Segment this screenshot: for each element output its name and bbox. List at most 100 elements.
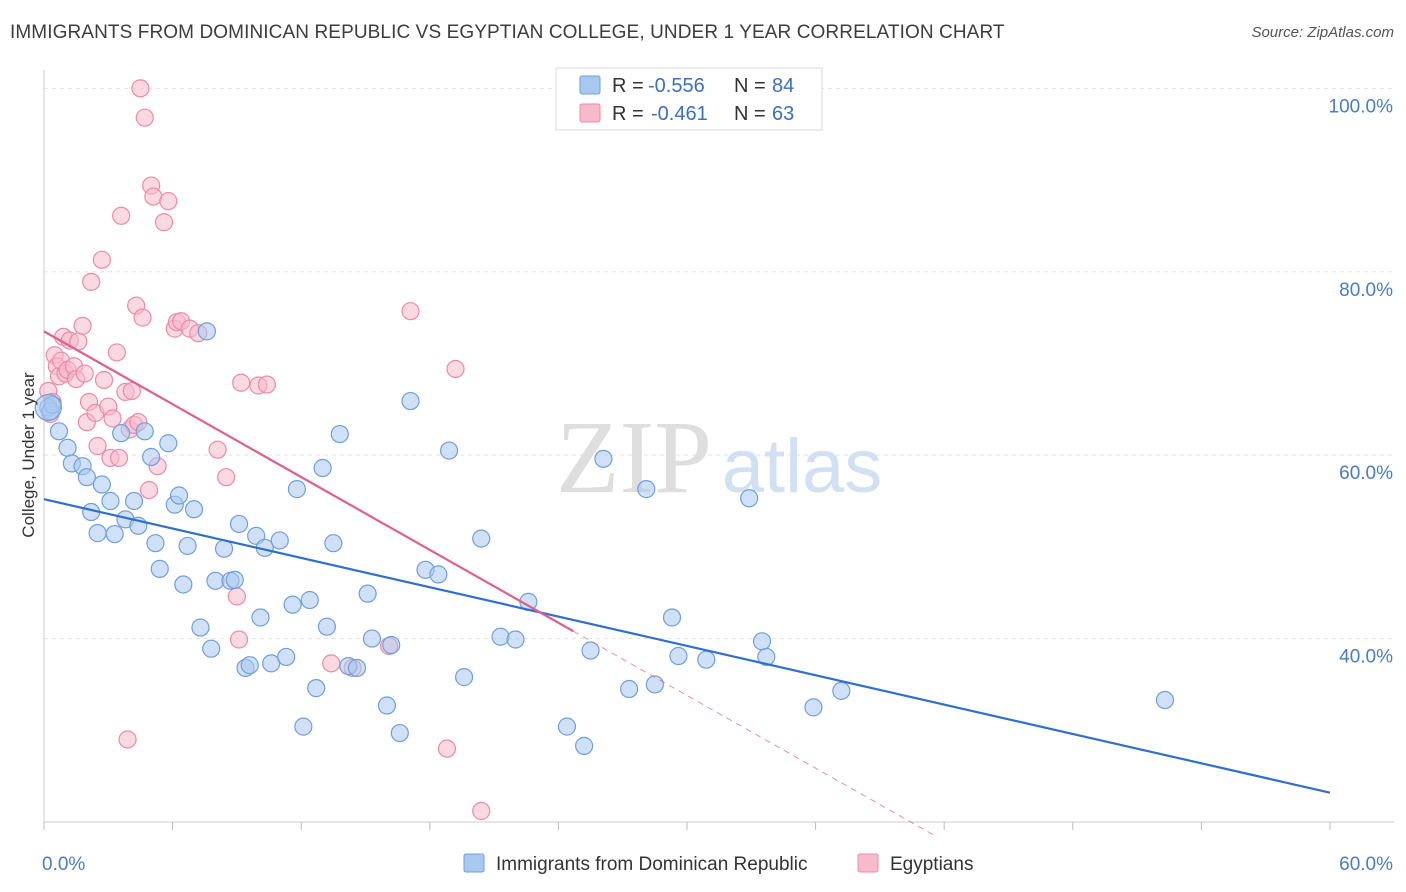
- legend-n-label-1: N =: [734, 75, 766, 97]
- dominican-point: [58, 438, 77, 457]
- dominican-point: [270, 531, 289, 550]
- dominican-point: [506, 630, 525, 649]
- bottom-legend-swatch-blue: [463, 853, 485, 873]
- dominican-point: [752, 632, 772, 651]
- dominican-point: [1155, 690, 1175, 710]
- egyptians-point: [135, 108, 154, 127]
- dominican-point: [159, 434, 178, 453]
- egyptians-point: [144, 187, 163, 206]
- egyptians-point: [73, 316, 92, 335]
- egyptians-trend-line: [43, 330, 574, 633]
- legend-n-label-2: N =: [734, 103, 766, 125]
- egyptians-point: [229, 630, 249, 649]
- dominican-point: [214, 539, 234, 558]
- trend-lines: [43, 330, 1331, 836]
- egyptians-point: [232, 373, 251, 392]
- dominican-point: [620, 679, 639, 699]
- dominican-point: [142, 447, 161, 467]
- dominican-point: [191, 618, 210, 637]
- dominican-point: [401, 391, 420, 411]
- dominican-point: [740, 489, 759, 508]
- egyptians-point: [109, 448, 129, 468]
- dominican-point: [229, 514, 249, 534]
- dominican-point: [662, 608, 682, 627]
- dominican-point: [277, 647, 296, 667]
- egyptians-point: [122, 381, 141, 401]
- dominican-point: [287, 480, 307, 499]
- bottom-legend: Immigrants from Dominican Republic Egypt…: [463, 853, 973, 875]
- dominican-trend-line: [43, 498, 1331, 794]
- y-tick-labels: 40.0% 60.0% 80.0% 100.0%: [1329, 96, 1394, 667]
- egyptians-point: [401, 302, 420, 321]
- egyptians-point: [75, 364, 94, 383]
- grid-lines: [44, 87, 1394, 640]
- dominican-point: [358, 584, 377, 603]
- egyptians-point: [112, 206, 131, 225]
- dominican-point: [88, 524, 107, 543]
- egyptians-point: [446, 359, 465, 379]
- dominican-point: [454, 668, 474, 687]
- egyptians-point: [94, 370, 114, 390]
- dominican-point: [382, 635, 401, 655]
- dominican-point: [804, 698, 823, 717]
- dominican-point: [362, 629, 382, 648]
- legend-swatch-pink: [579, 103, 601, 123]
- legend: R = -0.556 N = 84 R = -0.461 N = 63: [555, 67, 823, 131]
- dominican-point: [240, 656, 259, 675]
- bottom-legend-label-egyptians: Egyptians: [890, 854, 973, 875]
- legend-n-value-1: 84: [772, 75, 794, 97]
- egyptians-point: [154, 213, 174, 232]
- egyptians-point: [103, 409, 122, 428]
- egyptians-point: [107, 343, 126, 362]
- bottom-legend-swatch-pink: [857, 853, 879, 873]
- egyptians-point: [118, 730, 137, 749]
- dominican-point: [439, 441, 459, 460]
- dominican-point: [124, 491, 144, 511]
- egyptians-point: [227, 587, 246, 606]
- legend-r-label-2: R =: [612, 103, 644, 125]
- dominican-point: [324, 534, 343, 553]
- dominican-point: [313, 458, 332, 478]
- dominican-point: [594, 449, 613, 468]
- dominican-point: [832, 681, 851, 700]
- egyptians-points: [39, 79, 491, 821]
- dominican-point: [307, 679, 326, 698]
- egyptians-point: [133, 308, 152, 327]
- egyptians-point: [82, 272, 101, 291]
- dominican-point: [283, 595, 302, 614]
- dominican-point: [77, 468, 96, 487]
- watermark-zip: ZIP: [556, 400, 712, 515]
- y-tick-label: 40.0%: [1339, 647, 1393, 668]
- dominican-point: [472, 529, 491, 548]
- x-tick-label-max: 60.0%: [1339, 854, 1393, 875]
- chart-title: IMMIGRANTS FROM DOMINICAN REPUBLIC VS EG…: [10, 22, 1005, 43]
- dominican-point: [262, 654, 281, 673]
- egyptians-point: [437, 739, 457, 758]
- dominican-point: [202, 639, 221, 658]
- legend-n-value-2: 63: [772, 103, 794, 125]
- y-tick-label: 60.0%: [1339, 463, 1393, 484]
- dominican-point: [197, 322, 216, 341]
- dominican-point: [105, 524, 124, 544]
- legend-r-value-2: -0.461: [651, 103, 708, 125]
- axes: [43, 70, 1394, 830]
- dominican-point: [637, 480, 656, 499]
- dominican-point: [300, 590, 319, 610]
- egyptians-point: [217, 468, 236, 487]
- x-tick-labels: 0.0% 60.0%: [42, 854, 1393, 875]
- dominican-point-large: [34, 393, 62, 422]
- dominican-point: [150, 559, 169, 578]
- egyptians-point: [159, 192, 178, 211]
- legend-r-value-1: -0.556: [648, 75, 705, 97]
- dominican-point: [178, 536, 197, 556]
- dominican-point: [101, 491, 120, 511]
- egyptians-point: [92, 250, 111, 269]
- dominican-point: [669, 646, 688, 666]
- dominican-point: [377, 696, 397, 715]
- egyptians-point: [88, 436, 107, 456]
- dominican-point: [429, 565, 448, 584]
- bottom-legend-label-dominican: Immigrants from Dominican Republic: [496, 854, 808, 875]
- x-tick-label-min: 0.0%: [42, 854, 85, 875]
- dominican-points: [34, 322, 1175, 755]
